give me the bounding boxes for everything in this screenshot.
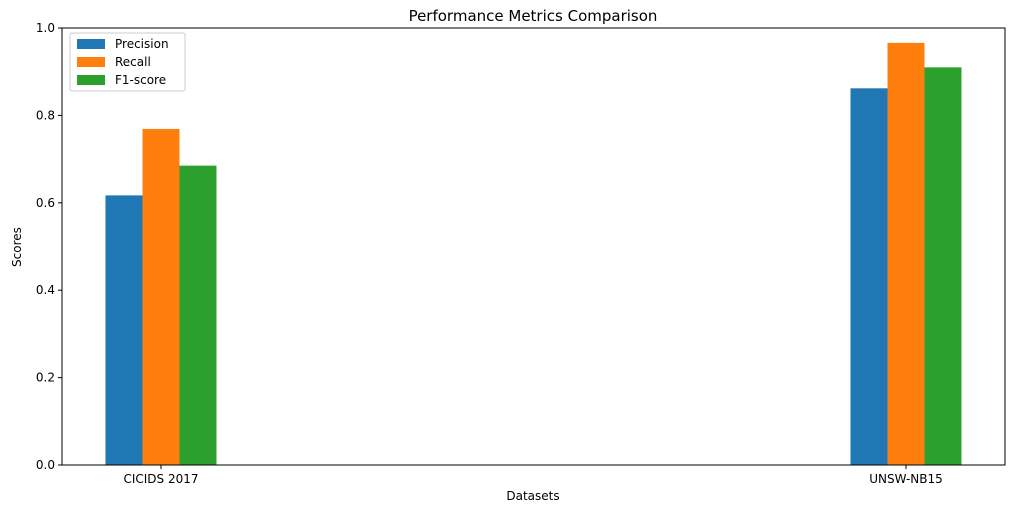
legend-swatch xyxy=(77,75,105,85)
y-tick-label: 0.8 xyxy=(36,108,55,122)
bar-recall-0 xyxy=(142,128,180,465)
x-tick-label: CICIDS 2017 xyxy=(123,472,198,486)
bar-precision-0 xyxy=(105,195,143,465)
x-axis-label: Datasets xyxy=(506,489,559,503)
legend-swatch xyxy=(77,39,105,49)
y-tick-label: 0.0 xyxy=(36,458,55,472)
bar-recall-1 xyxy=(887,42,925,465)
bars-group xyxy=(105,42,962,465)
bar-precision-1 xyxy=(850,88,888,465)
y-tick-label: 0.2 xyxy=(36,371,55,385)
legend-swatch xyxy=(77,57,105,67)
legend-label: Precision xyxy=(115,37,169,51)
legend-label: F1-score xyxy=(115,73,166,87)
bar-f1-score-1 xyxy=(924,67,962,465)
legend-label: Recall xyxy=(115,55,151,69)
x-tick-label: UNSW-NB15 xyxy=(869,472,943,486)
y-tick-label: 0.4 xyxy=(36,283,55,297)
legend: Precision Recall F1-score xyxy=(69,32,186,92)
x-axis: CICIDS 2017 UNSW-NB15 xyxy=(123,465,943,486)
y-tick-label: 1.0 xyxy=(36,21,55,35)
y-axis-label: Scores xyxy=(10,227,24,267)
bar-f1-score-0 xyxy=(179,165,217,465)
y-tick-label: 0.6 xyxy=(36,196,55,210)
chart-title: Performance Metrics Comparison xyxy=(409,7,658,25)
plot-area-frame xyxy=(61,27,1006,466)
y-axis: 0.0 0.2 0.4 0.6 0.8 1.0 xyxy=(36,21,62,472)
